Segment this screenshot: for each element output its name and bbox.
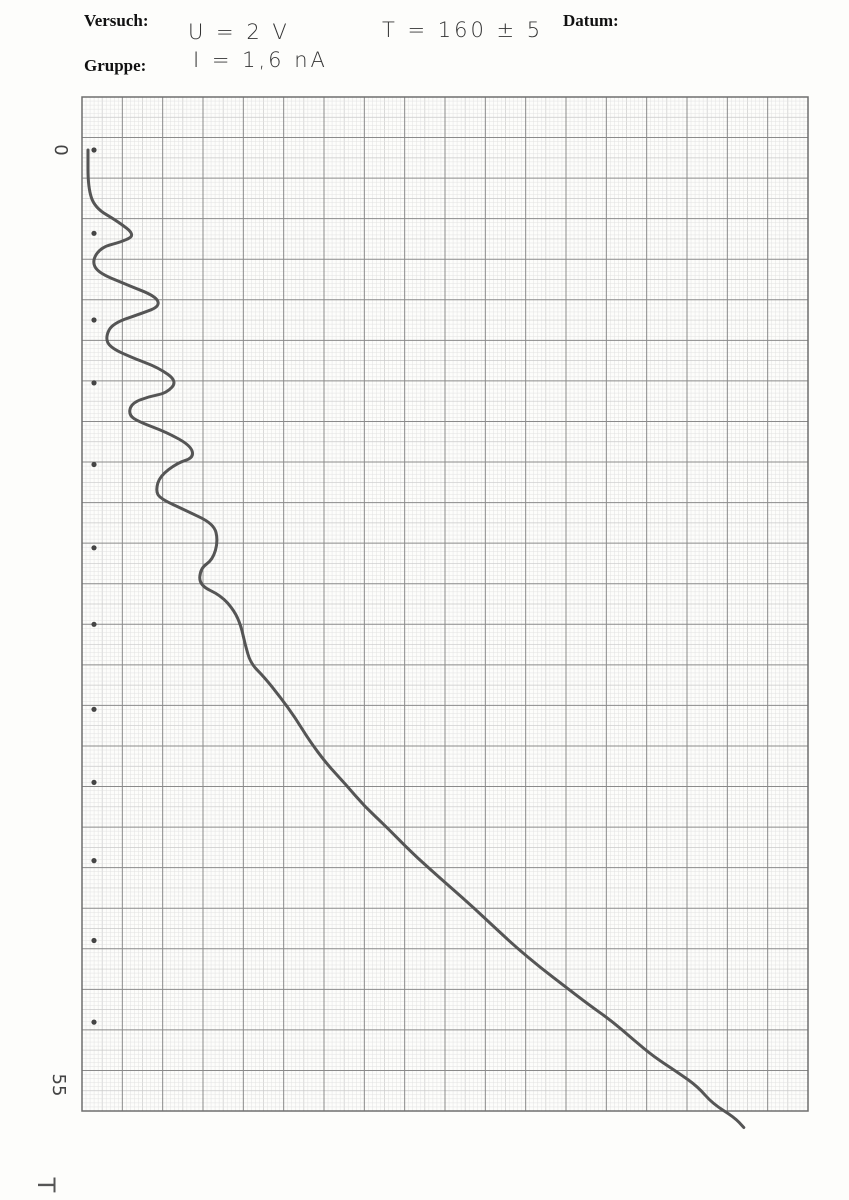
axis-label-start: 0 bbox=[50, 144, 71, 155]
tick-marker bbox=[91, 937, 97, 944]
tick-marker bbox=[91, 230, 97, 236]
tick-marker bbox=[91, 621, 97, 627]
tick-marker bbox=[91, 380, 97, 386]
data-curve bbox=[86, 148, 746, 1129]
tick-marker bbox=[91, 545, 97, 551]
temperature-note: T = 160 ± 5 bbox=[382, 18, 544, 42]
gruppe-label: Gruppe: bbox=[84, 56, 147, 75]
tick-marker bbox=[91, 706, 97, 712]
tick-marker bbox=[91, 779, 97, 786]
major-grid bbox=[81, 96, 809, 1112]
tick-marker bbox=[91, 461, 97, 468]
tick-marker bbox=[91, 858, 97, 864]
tick-marker bbox=[91, 317, 97, 323]
axis-label-end: 55 bbox=[48, 1074, 69, 1097]
grid-border bbox=[81, 96, 809, 1112]
tick-marker bbox=[91, 147, 97, 153]
margin-note: T bbox=[32, 1177, 60, 1193]
versuch-label: Versuch: bbox=[84, 11, 149, 30]
datum-label: Datum: bbox=[563, 11, 619, 30]
voltage-note: U = 2 V bbox=[188, 20, 290, 44]
tick-markers bbox=[91, 147, 97, 1025]
current-note: I = 1,6 nA bbox=[193, 48, 328, 72]
tick-marker bbox=[91, 1019, 97, 1025]
